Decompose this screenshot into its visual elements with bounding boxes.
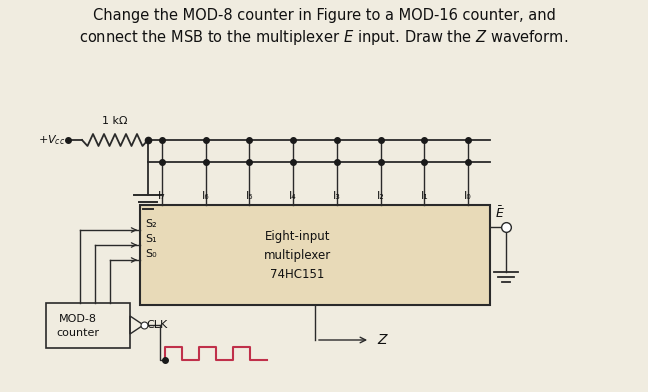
Text: I₇: I₇ — [158, 191, 166, 201]
Text: I₅: I₅ — [246, 191, 253, 201]
Text: Change the MOD-8 counter in Figure to a MOD-16 counter, and: Change the MOD-8 counter in Figure to a … — [93, 8, 555, 23]
Text: S₁: S₁ — [145, 234, 157, 244]
Text: S₀: S₀ — [145, 249, 157, 259]
Bar — [140, 205, 490, 305]
Text: I₁: I₁ — [421, 191, 428, 201]
Text: connect the MSB to the multiplexer $\mathit{E}$ input. Draw the $\mathit{Z}$ wav: connect the MSB to the multiplexer $\mat… — [80, 28, 568, 47]
Text: 1 kΩ: 1 kΩ — [102, 116, 128, 126]
Text: I₃: I₃ — [333, 191, 341, 201]
Text: $\bar{E}$: $\bar{E}$ — [495, 205, 505, 221]
Text: I₂: I₂ — [376, 191, 384, 201]
Text: S₂: S₂ — [145, 219, 157, 229]
Text: MOD-8: MOD-8 — [59, 314, 97, 323]
Text: I₀: I₀ — [464, 191, 472, 201]
Text: I₄: I₄ — [289, 191, 297, 201]
Text: CLK: CLK — [146, 320, 168, 330]
Text: $\mathit{Z}$: $\mathit{Z}$ — [377, 333, 389, 347]
Text: Eight-input
multiplexer
74HC151: Eight-input multiplexer 74HC151 — [264, 229, 331, 281]
Bar — [46, 303, 130, 348]
Text: $+V_{cc}$: $+V_{cc}$ — [38, 133, 65, 147]
Text: counter: counter — [56, 327, 99, 338]
Text: I₆: I₆ — [202, 191, 209, 201]
